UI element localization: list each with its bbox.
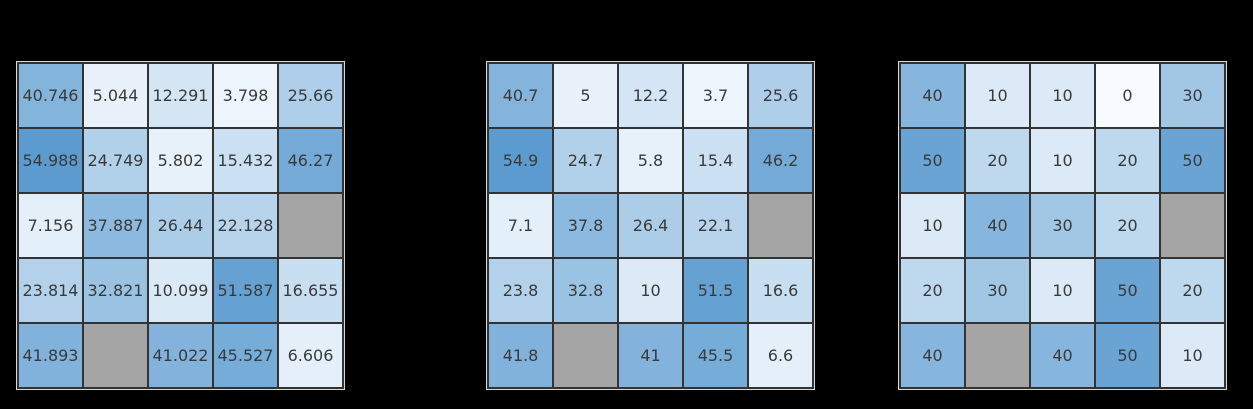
heatmap-cell: 45.527 bbox=[214, 324, 277, 387]
heatmap-cell bbox=[84, 324, 147, 387]
heatmap-cell: 26.44 bbox=[149, 194, 212, 257]
heatmap-cell: 5 bbox=[554, 64, 617, 127]
heatmap-cell: 32.821 bbox=[84, 259, 147, 322]
heatmap-cell: 41.893 bbox=[19, 324, 82, 387]
heatmap-cell: 41.8 bbox=[489, 324, 552, 387]
heatmap-cell: 10 bbox=[619, 259, 682, 322]
heatmap-cell: 15.432 bbox=[214, 129, 277, 192]
heatmap-cell: 30 bbox=[1031, 194, 1094, 257]
heatmap-cell: 16.6 bbox=[749, 259, 812, 322]
heatmap-cell: 50 bbox=[1161, 129, 1224, 192]
heatmap-cell: 10 bbox=[966, 64, 1029, 127]
heatmap-cell: 24.749 bbox=[84, 129, 147, 192]
heatmap-cell: 32.8 bbox=[554, 259, 617, 322]
heatmap-cell: 50 bbox=[1096, 259, 1159, 322]
heatmap-cell: 23.814 bbox=[19, 259, 82, 322]
heatmap-cell: 12.291 bbox=[149, 64, 212, 127]
heatmap-values-3-decimals: 40.746 5.044 12.291 3.798 25.66 54.988 24.749 5… bbox=[16, 61, 345, 390]
heatmap-cell: 54.9 bbox=[489, 129, 552, 192]
heatmap-cell: 20 bbox=[901, 259, 964, 322]
heatmap-cell: 10 bbox=[1031, 129, 1094, 192]
heatmap-values-rounded-to-tens: 40 10 10 0 30 50 20 10 20 50 10 40 30 20 20 30 10 50 20 40 4… bbox=[898, 61, 1227, 390]
heatmap-cell bbox=[749, 194, 812, 257]
heatmap-cell: 25.6 bbox=[749, 64, 812, 127]
heatmap-cell: 10.099 bbox=[149, 259, 212, 322]
heatmap-cell: 46.27 bbox=[279, 129, 342, 192]
heatmap-cell: 20 bbox=[1096, 129, 1159, 192]
heatmap-cell: 6.606 bbox=[279, 324, 342, 387]
heatmap-cell bbox=[1161, 194, 1224, 257]
heatmap-cell: 20 bbox=[1161, 259, 1224, 322]
heatmap-cell: 45.5 bbox=[684, 324, 747, 387]
heatmap-cell: 22.128 bbox=[214, 194, 277, 257]
heatmap-cell: 51.587 bbox=[214, 259, 277, 322]
heatmap-cell: 54.988 bbox=[19, 129, 82, 192]
heatmap-cell: 6.6 bbox=[749, 324, 812, 387]
heatmap-cell: 40 bbox=[901, 324, 964, 387]
heatmap-cell: 30 bbox=[1161, 64, 1224, 127]
heatmap-cell: 23.8 bbox=[489, 259, 552, 322]
heatmap-cell: 3.798 bbox=[214, 64, 277, 127]
heatmap-cell: 25.66 bbox=[279, 64, 342, 127]
heatmap-cell: 40 bbox=[1031, 324, 1094, 387]
heatmap-cell: 40.7 bbox=[489, 64, 552, 127]
heatmap-cell: 50 bbox=[901, 129, 964, 192]
heatmap-cell: 7.1 bbox=[489, 194, 552, 257]
heatmap-cell: 37.8 bbox=[554, 194, 617, 257]
heatmap-cell: 51.5 bbox=[684, 259, 747, 322]
heatmap-cell: 10 bbox=[1031, 259, 1094, 322]
heatmap-cell: 20 bbox=[966, 129, 1029, 192]
heatmap-cell: 5.802 bbox=[149, 129, 212, 192]
heatmap-cell: 40.746 bbox=[19, 64, 82, 127]
heatmap-cell: 46.2 bbox=[749, 129, 812, 192]
heatmap-cell: 37.887 bbox=[84, 194, 147, 257]
heatmap-cell bbox=[554, 324, 617, 387]
heatmap-cell: 50 bbox=[1096, 324, 1159, 387]
heatmap-cell: 12.2 bbox=[619, 64, 682, 127]
heatmap-cell: 22.1 bbox=[684, 194, 747, 257]
heatmap-cell: 40 bbox=[901, 64, 964, 127]
heatmap-cell: 40 bbox=[966, 194, 1029, 257]
heatmap-cell: 7.156 bbox=[19, 194, 82, 257]
heatmap-cell: 5.044 bbox=[84, 64, 147, 127]
heatmap-cell: 10 bbox=[901, 194, 964, 257]
heatmap-cell: 5.8 bbox=[619, 129, 682, 192]
heatmap-cell: 20 bbox=[1096, 194, 1159, 257]
heatmap-cell: 15.4 bbox=[684, 129, 747, 192]
heatmap-cell: 41 bbox=[619, 324, 682, 387]
heatmap-values-1-decimal: 40.7 5 12.2 3.7 25.6 54.9 24.7 5.8 15.4 46.2 7.1 37… bbox=[486, 61, 815, 390]
heatmap-cell bbox=[966, 324, 1029, 387]
heatmap-cell: 10 bbox=[1161, 324, 1224, 387]
heatmap-cell: 3.7 bbox=[684, 64, 747, 127]
heatmap-cell: 24.7 bbox=[554, 129, 617, 192]
heatmap-cell: 26.4 bbox=[619, 194, 682, 257]
heatmap-cell bbox=[279, 194, 342, 257]
heatmap-cell: 41.022 bbox=[149, 324, 212, 387]
heatmap-cell: 0 bbox=[1096, 64, 1159, 127]
heatmap-cell: 16.655 bbox=[279, 259, 342, 322]
heatmap-cell: 30 bbox=[966, 259, 1029, 322]
heatmap-cell: 10 bbox=[1031, 64, 1094, 127]
